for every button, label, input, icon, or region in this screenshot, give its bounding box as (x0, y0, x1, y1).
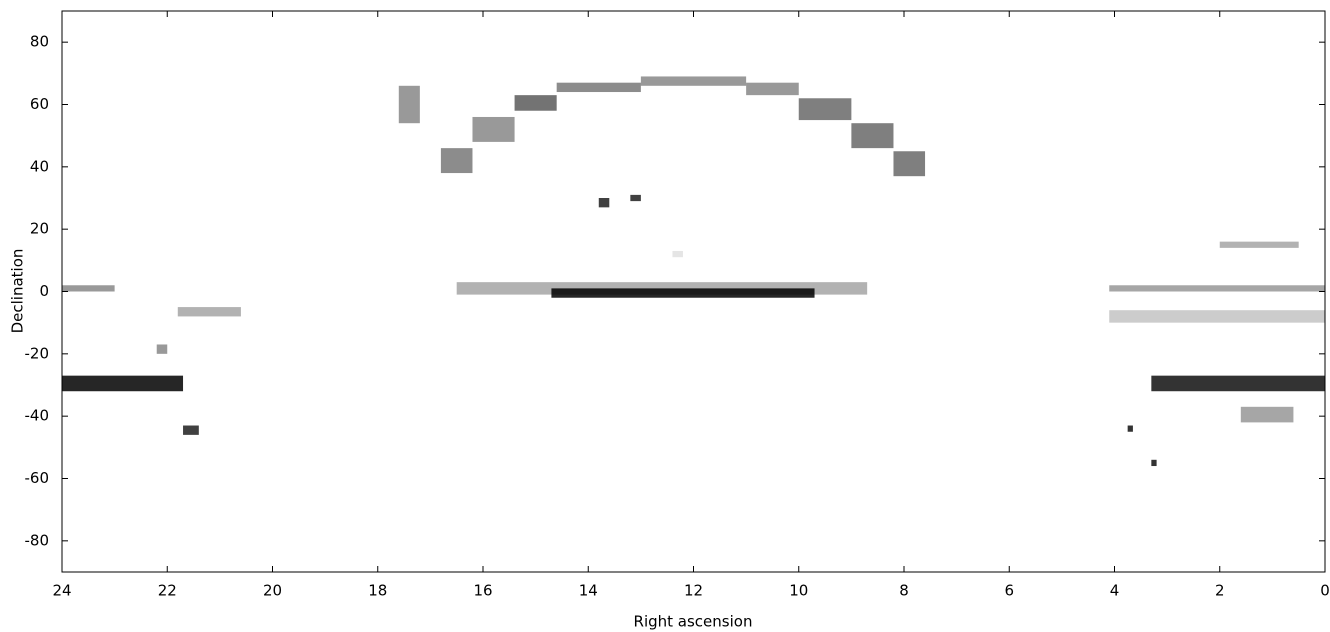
density-region (746, 82, 799, 96)
density-region (472, 116, 515, 142)
density-region (556, 82, 641, 93)
density-region (893, 151, 926, 177)
density-region (177, 307, 241, 317)
density-region (156, 344, 168, 354)
x-axis-label: Right ascension (634, 613, 753, 631)
density-region (672, 250, 683, 258)
density-region (62, 285, 115, 292)
x-tick-label: 12 (684, 582, 703, 600)
density-region (1109, 285, 1325, 292)
x-tick-label: 20 (263, 582, 282, 600)
density-region (1109, 310, 1325, 323)
y-tick-label: -20 (25, 344, 50, 362)
y-tick-label: -40 (25, 407, 50, 425)
x-tick-label: 4 (1110, 582, 1120, 600)
density-region (62, 375, 184, 392)
x-tick-label: 2 (1215, 582, 1225, 600)
density-region (551, 288, 815, 298)
x-tick-label: 10 (789, 582, 808, 600)
y-tick-label: -80 (25, 531, 50, 549)
density-region (456, 282, 868, 295)
density-region (1127, 425, 1133, 432)
density-region (640, 76, 747, 86)
density-region (598, 198, 610, 208)
density-region (183, 425, 199, 435)
y-tick-label: 20 (30, 220, 49, 238)
x-tick-label: 14 (579, 582, 598, 600)
y-tick-label: 0 (39, 282, 49, 300)
y-tick-label: 60 (30, 95, 49, 113)
density-region (440, 148, 473, 174)
x-tick-label: 6 (1004, 582, 1014, 600)
density-region (851, 123, 894, 149)
x-tick-label: 22 (158, 582, 177, 600)
density-region (1151, 375, 1325, 392)
density-region (1240, 406, 1294, 423)
density-region (630, 194, 641, 202)
density-region (1219, 241, 1299, 248)
density-region (398, 85, 420, 124)
x-tick-label: 24 (52, 582, 71, 600)
density-region (514, 95, 557, 111)
x-tick-label: 0 (1320, 582, 1330, 600)
x-tick-label: 8 (899, 582, 909, 600)
y-tick-label: 40 (30, 157, 49, 175)
y-tick-label: 80 (30, 33, 49, 51)
y-tick-label: -60 (25, 469, 50, 487)
x-tick-label: 18 (368, 582, 387, 600)
density-region (798, 98, 852, 121)
x-tick-label: 16 (473, 582, 492, 600)
density-region (1151, 459, 1157, 467)
y-axis-label: Declination (9, 249, 27, 334)
